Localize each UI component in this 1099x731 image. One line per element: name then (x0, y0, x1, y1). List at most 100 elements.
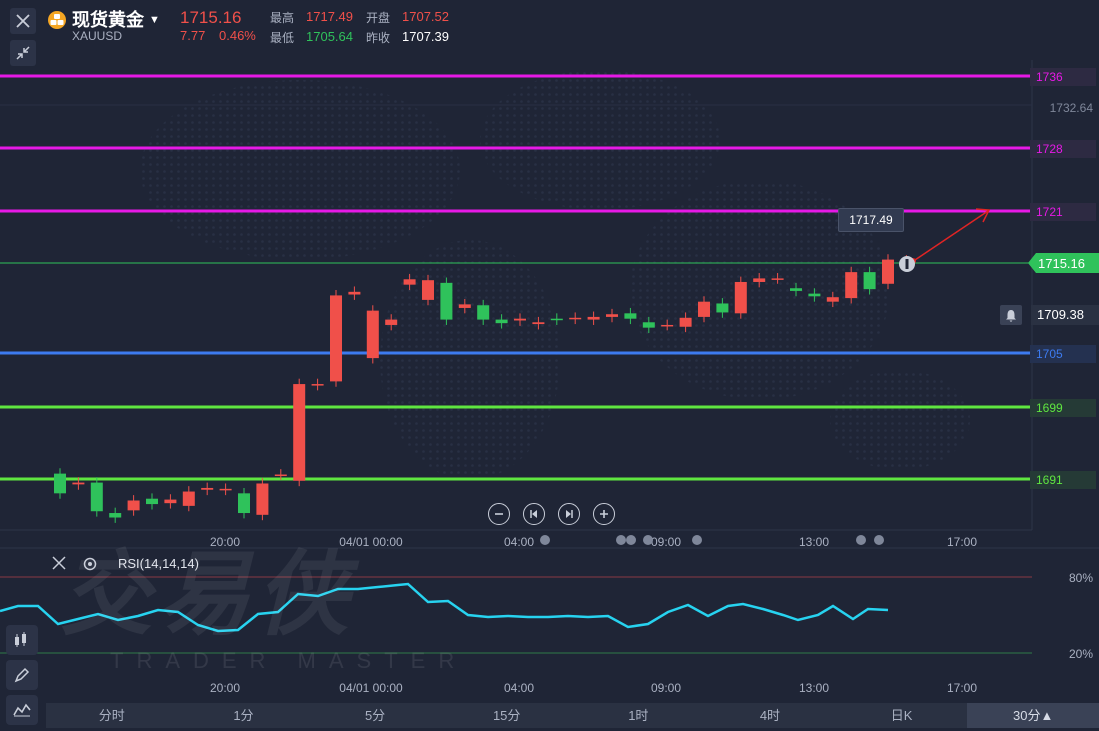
candle-body (164, 499, 177, 504)
candle-body (293, 384, 306, 481)
timeframe-tab[interactable]: 1分 (233, 708, 254, 723)
candle-body (532, 322, 545, 325)
rsi-time-label: 13:00 (798, 681, 830, 695)
rsi-level-low: 20% (1068, 647, 1093, 661)
open-label: 开盘 (366, 11, 391, 25)
rsi-time-label: 17:00 (946, 681, 978, 695)
timeframe-tab-active[interactable]: 30分▲ (967, 703, 1099, 728)
candle-body (182, 491, 195, 506)
rsi-settings-button[interactable] (82, 556, 98, 577)
prev-close-label: 昨收 (366, 31, 391, 45)
high-label: 最高 (270, 11, 295, 25)
candle-body (440, 282, 453, 320)
price-change: 7.77 (180, 28, 206, 43)
close-button[interactable] (10, 8, 36, 34)
price-change-pct: 0.46% (219, 28, 256, 43)
alert-button[interactable] (1000, 305, 1022, 325)
low-value: 1705.64 (306, 29, 353, 44)
candle-body (569, 317, 582, 320)
bell-icon (1006, 309, 1016, 322)
close-icon (16, 14, 30, 28)
timeframe-tab[interactable]: 1时 (628, 708, 649, 723)
candle-body (256, 483, 269, 515)
candle-body (348, 291, 361, 295)
shrink-icon (16, 46, 30, 60)
open-value: 1707.52 (402, 9, 449, 24)
candle-body (790, 288, 802, 291)
candle-body (698, 301, 710, 317)
candle-body (550, 318, 563, 321)
watermark-logo: 交易侠 (60, 544, 355, 646)
candle-body (514, 318, 526, 321)
instrument-title[interactable]: 现货黄金 ▼ (72, 6, 160, 32)
candle-body (146, 498, 158, 505)
timeframe-tab[interactable]: 5分 (364, 708, 386, 723)
candle-body (219, 488, 232, 491)
axis-tick-1732: 1732.64 (1049, 101, 1093, 115)
candle-body (403, 279, 416, 285)
event-dot (856, 535, 866, 545)
high-value: 1717.49 (306, 9, 353, 24)
candle-body (624, 313, 637, 319)
candle-body (422, 280, 434, 300)
minus-icon (495, 513, 503, 515)
candle-body (366, 310, 379, 359)
rsi-time-label: 20:00 (209, 681, 241, 695)
collapse-button[interactable] (10, 40, 36, 66)
timeframe-tab[interactable]: 4时 (759, 708, 781, 723)
timeframe-tab[interactable]: 日K (890, 708, 913, 723)
high-marker: 1717.49 (838, 208, 904, 232)
zoom-out-button[interactable] (488, 503, 510, 525)
chart-type-button[interactable] (6, 695, 38, 725)
level-tag-1728: 1728 (1030, 140, 1096, 158)
candle-body (385, 319, 398, 325)
rsi-time-label: 04:00 (503, 681, 535, 695)
time-label: 20:00 (209, 535, 241, 549)
candle-body (109, 513, 122, 518)
candle-body (587, 316, 600, 320)
skip-forward-icon (566, 510, 573, 518)
candle-body (661, 324, 674, 327)
candle-body (330, 295, 342, 382)
current-price-value: 1715.16 (1038, 256, 1085, 271)
level-tag-1705: 1705 (1030, 345, 1096, 363)
candle-body (771, 278, 784, 280)
candle-body (274, 474, 287, 477)
candle-body (458, 304, 471, 308)
candle-body (642, 322, 655, 328)
last-price: 1715.16 (180, 8, 242, 27)
current-price-tag: 1715.16 (1028, 253, 1099, 273)
timeframe-tab[interactable]: 15分 (492, 708, 521, 723)
event-dot (874, 535, 884, 545)
rsi-time-label: 04/01 00:00 (339, 681, 403, 695)
level-tag-1721: 1721 (1030, 203, 1096, 221)
candle-body (734, 281, 747, 314)
candle-body (882, 259, 894, 284)
candles-icon (15, 632, 26, 647)
time-label: 09:00 (650, 535, 682, 549)
low-label: 最低 (270, 31, 295, 45)
zoom-in-button[interactable] (593, 503, 615, 525)
scroll-start-button[interactable] (523, 503, 545, 525)
level-tag-1699: 1699 (1030, 399, 1096, 417)
candle-body (54, 473, 66, 494)
line-chart-icon (13, 703, 31, 717)
trend-arrow (911, 210, 989, 263)
candle-body (863, 272, 876, 290)
alert-price-tag[interactable]: 1709.38 (1031, 305, 1099, 325)
draw-tool-button[interactable] (6, 660, 38, 690)
event-dot (643, 535, 653, 545)
time-label: 04/01 00:00 (339, 535, 403, 549)
plus-icon (600, 510, 608, 518)
timeframe-bar: 分时 1分 5分 15分 1时 4时 日K 30分▲ (46, 703, 1099, 728)
scroll-end-button[interactable] (558, 503, 580, 525)
candle-body (753, 278, 766, 282)
indicator-button[interactable] (6, 625, 38, 655)
gear-icon (83, 557, 97, 571)
rsi-close-button[interactable] (52, 556, 66, 575)
timeframe-tab[interactable]: 分时 (98, 708, 125, 723)
event-dot (692, 535, 702, 545)
